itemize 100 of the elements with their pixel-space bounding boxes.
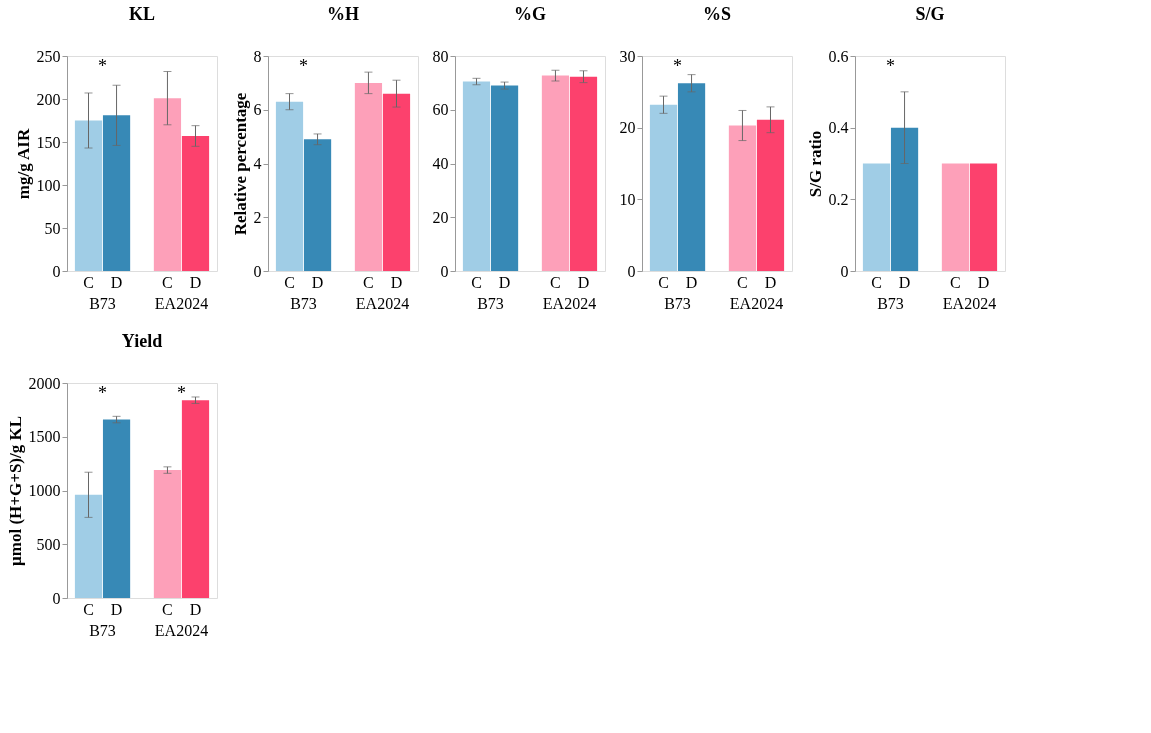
x-tick-label: EA2024 — [542, 294, 597, 312]
y-tick-label: 0 — [253, 262, 262, 280]
annotation: * — [176, 383, 186, 403]
bar — [153, 470, 182, 598]
series-label: D — [685, 274, 698, 291]
text: C — [363, 274, 374, 291]
bar — [728, 125, 757, 271]
y-tick-label: 2 — [253, 208, 262, 226]
text: D — [764, 274, 777, 291]
y-tick-label: 1000 — [28, 482, 61, 499]
x-tick-label: EA2024 — [154, 621, 209, 639]
y-tick-label: 40 — [432, 155, 449, 172]
chart-title: S/G — [915, 4, 945, 24]
text: C — [162, 274, 173, 291]
text: C — [737, 274, 748, 291]
text: D — [977, 274, 990, 291]
x-tick-label: B73 — [664, 294, 691, 312]
text: C — [950, 274, 961, 291]
bar — [569, 76, 598, 271]
y-tick-label: 50 — [44, 219, 61, 237]
x-tick-label: B73 — [477, 294, 504, 312]
y-tick-label: 30 — [619, 47, 636, 65]
bar — [102, 419, 131, 598]
series-label: D — [110, 274, 123, 291]
y-tick-label: 100 — [36, 176, 61, 194]
series-label: C — [83, 274, 94, 291]
bar — [275, 101, 304, 271]
bar — [153, 98, 182, 271]
x-tick-label: B73 — [877, 294, 904, 312]
y-tick-label: 0 — [52, 589, 61, 607]
bar — [74, 120, 103, 271]
chart-title: %S — [702, 4, 732, 24]
x-tick-label: EA2024 — [729, 294, 784, 312]
y-tick-label: 6 — [253, 101, 262, 119]
bar — [382, 93, 411, 271]
annotation: * — [673, 56, 683, 76]
annotation: * — [299, 56, 309, 76]
text: D — [390, 274, 403, 291]
bar — [102, 115, 131, 271]
chart-title: KL — [128, 4, 156, 24]
text: C — [162, 601, 173, 618]
y-tick-label: 20 — [432, 208, 449, 226]
chart-title: %G — [513, 4, 547, 24]
y-tick-label: 80 — [432, 47, 449, 65]
bar — [74, 494, 103, 598]
annotation: * — [886, 56, 896, 76]
series-label: D — [311, 274, 324, 291]
y-tick-label: 0 — [440, 262, 449, 280]
bar — [677, 83, 706, 271]
series-label: C — [871, 274, 882, 291]
x-tick-label: EA2024 — [355, 294, 410, 312]
series-label: D — [110, 601, 123, 618]
bar — [354, 82, 383, 271]
text: D — [189, 274, 202, 291]
y-tick-label: 20 — [619, 119, 636, 137]
annotation: * — [98, 383, 108, 403]
y-tick-label: 0.6 — [828, 47, 849, 65]
bar — [303, 139, 332, 271]
bar — [756, 119, 785, 271]
series-label: C — [471, 274, 482, 291]
series-label: C — [83, 601, 94, 618]
x-tick-label: B73 — [89, 294, 116, 312]
bar — [541, 75, 570, 271]
y-tick-label: 1500 — [28, 428, 61, 446]
x-tick-label: B73 — [290, 294, 317, 312]
y-tick-label: 0 — [52, 262, 61, 280]
y-tick-label: 0 — [840, 262, 849, 280]
bar — [181, 400, 210, 598]
y-tick-label: 0.2 — [828, 190, 849, 208]
y-tick-label: 200 — [36, 90, 61, 108]
x-tick-label: EA2024 — [942, 294, 997, 312]
bar — [181, 135, 210, 271]
y-tick-label: 2000 — [28, 374, 61, 392]
series-label: D — [498, 274, 511, 291]
annotation: * — [98, 56, 108, 76]
bar — [462, 81, 491, 271]
chart-title: %H — [326, 4, 360, 24]
y-tick-label: 150 — [36, 133, 61, 151]
y-tick-label: 0.4 — [828, 119, 849, 137]
y-tick-label: 250 — [36, 47, 61, 65]
series-label: C — [658, 274, 669, 291]
y-tick-label: 4 — [253, 155, 262, 172]
y-tick-label: 8 — [253, 47, 262, 65]
series-label: D — [898, 274, 911, 291]
y-tick-label: 10 — [619, 190, 636, 208]
text: D — [189, 601, 202, 618]
y-axis-title: mg/g AIR — [13, 128, 33, 200]
text: C — [550, 274, 561, 291]
x-tick-label: B73 — [89, 621, 116, 639]
x-tick-label: EA2024 — [154, 294, 209, 312]
bar — [490, 85, 519, 271]
chart-title: Yield — [121, 331, 163, 351]
y-tick-label: 0 — [627, 262, 636, 280]
y-tick-label: 60 — [432, 101, 449, 119]
y-axis-title: µmol (H+G+S)/g KL — [5, 415, 25, 567]
text: D — [577, 274, 590, 291]
y-tick-label: 500 — [36, 535, 61, 553]
y-axis-title: Relative percentage — [230, 92, 250, 236]
series-label: C — [284, 274, 295, 291]
bar — [649, 104, 678, 271]
